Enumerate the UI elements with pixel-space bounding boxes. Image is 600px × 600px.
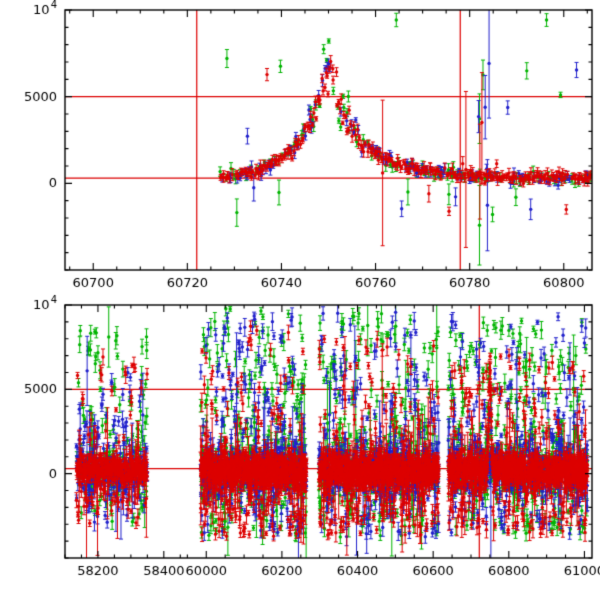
light-curve-canvas [0,0,600,600]
two-panel-light-curve-figure [0,0,600,600]
